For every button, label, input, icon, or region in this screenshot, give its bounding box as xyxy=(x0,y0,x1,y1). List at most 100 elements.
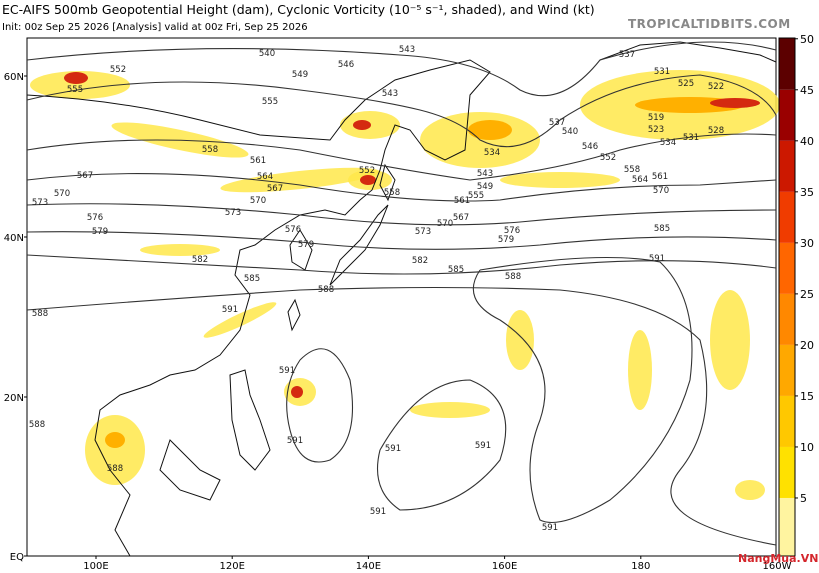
contour-label: 591 xyxy=(649,254,665,264)
contour-label: 561 xyxy=(454,196,470,206)
contour-label: 546 xyxy=(338,60,354,70)
lon-label: 100E xyxy=(83,561,108,572)
contour-label: 579 xyxy=(498,235,514,245)
title: EC-AIFS 500mb Geopotential Height (dam),… xyxy=(2,2,595,17)
colorbar-label: 40 xyxy=(800,135,814,148)
colorbar-segment xyxy=(779,446,795,498)
contour-label: 591 xyxy=(370,507,386,517)
lat-label: EQ xyxy=(10,552,24,563)
contour-label: 591 xyxy=(385,444,401,454)
watermark: TROPICALTIDBITS.COM xyxy=(628,17,791,31)
contour-label: 534 xyxy=(660,138,676,148)
contour-label: 523 xyxy=(648,125,664,135)
contour-label: 588 xyxy=(107,464,123,474)
contour-label: 543 xyxy=(477,169,493,179)
contour-label: 531 xyxy=(654,67,670,77)
contour-label: 519 xyxy=(648,113,664,123)
coastlines xyxy=(26,41,777,557)
colorbar-label: 20 xyxy=(800,339,814,352)
contour-label: 576 xyxy=(87,213,103,223)
colorbar-segment xyxy=(779,191,795,243)
contour-label: 570 xyxy=(54,189,70,199)
contour-label: 570 xyxy=(653,186,669,196)
lon-label: 120E xyxy=(219,561,244,572)
contour-label: 588 xyxy=(29,420,45,430)
contour-label: 558 xyxy=(384,188,400,198)
lat-label: 20N xyxy=(4,393,24,404)
contour-label: 579 xyxy=(298,240,314,250)
colorbar-segment xyxy=(779,140,795,192)
contour-label: 576 xyxy=(504,226,520,236)
contour-label: 543 xyxy=(399,45,415,55)
contour-label: 552 xyxy=(600,153,616,163)
contour-label: 573 xyxy=(415,227,431,237)
contour-label: 540 xyxy=(259,49,275,59)
lon-label: 160E xyxy=(492,561,517,572)
colorbar-segment xyxy=(779,344,795,396)
contour-label: 591 xyxy=(542,523,558,533)
contour-label: 522 xyxy=(708,82,724,92)
contour-label: 591 xyxy=(287,436,303,446)
lat-label: 40N xyxy=(4,233,24,244)
colorbar-label: 5 xyxy=(800,492,807,505)
contour-label: 543 xyxy=(382,89,398,99)
contour-label: 573 xyxy=(32,198,48,208)
contour-label: 567 xyxy=(453,213,469,223)
contour-label: 561 xyxy=(652,172,668,182)
colorbar-frame xyxy=(778,37,796,557)
contour-label: 588 xyxy=(32,309,48,319)
colorbar-segment xyxy=(779,38,795,90)
contour-label: 582 xyxy=(412,256,428,266)
contour-label: 585 xyxy=(654,224,670,234)
colorbar-segment xyxy=(779,242,795,294)
contour-label: 534 xyxy=(484,148,500,158)
contour-label: 558 xyxy=(624,165,640,175)
contour-label: 588 xyxy=(505,272,521,282)
contour-label: 570 xyxy=(250,196,266,206)
contour-label: 564 xyxy=(632,175,648,185)
contour-label: 552 xyxy=(110,65,126,75)
contour-label: 546 xyxy=(582,142,598,152)
contour-label: 528 xyxy=(708,126,724,136)
colorbar-label: 50 xyxy=(800,33,814,46)
colorbar-segment xyxy=(779,293,795,345)
colorbar-label: 45 xyxy=(800,84,814,97)
lat-label: 60N xyxy=(4,72,24,83)
colorbar-label: 25 xyxy=(800,288,814,301)
colorbar-label: 15 xyxy=(800,390,814,403)
contour-label: 561 xyxy=(250,156,266,166)
colorbar-segment xyxy=(779,395,795,447)
lon-label: 140E xyxy=(356,561,381,572)
colorbar: 5 10 15 20 25 30 35 40 45 50 xyxy=(778,33,814,557)
contour-label: 525 xyxy=(678,79,694,89)
contour-label: 555 xyxy=(262,97,278,107)
axes: 60N 40N 20N EQ 100E 120E 140E 160E 180 160W xyxy=(4,72,792,572)
contour-label: 540 xyxy=(562,127,578,137)
contour-label: 564 xyxy=(257,172,273,182)
subtitle: Init: 00z Sep 25 2026 [Analysis] valid a… xyxy=(2,22,308,33)
contour-label: 552 xyxy=(359,166,375,176)
colorbar-segment xyxy=(779,89,795,141)
contour-label: 576 xyxy=(285,225,301,235)
contour-labels: 5525555405495465435435555585615645675675… xyxy=(29,45,724,533)
contour-label: 558 xyxy=(202,145,218,155)
contour-label: 591 xyxy=(279,366,295,376)
lon-label: 180 xyxy=(631,561,650,572)
contour-label: 555 xyxy=(468,191,484,201)
contour-label: 582 xyxy=(192,255,208,265)
contour-label: 591 xyxy=(222,305,238,315)
colorbar-label: 30 xyxy=(800,237,814,250)
contour-label: 537 xyxy=(549,118,565,128)
contour-label: 531 xyxy=(683,133,699,143)
colorbar-label: 35 xyxy=(800,186,814,199)
colorbar-label: 10 xyxy=(800,441,814,454)
contour-label: 537 xyxy=(619,50,635,60)
logo: NangMua.VN xyxy=(738,552,818,565)
contour-label: 591 xyxy=(475,441,491,451)
contour-label: 579 xyxy=(92,227,108,237)
contour-label: 573 xyxy=(225,208,241,218)
lon-label: 160W xyxy=(763,561,792,572)
contour-label: 549 xyxy=(477,182,493,192)
